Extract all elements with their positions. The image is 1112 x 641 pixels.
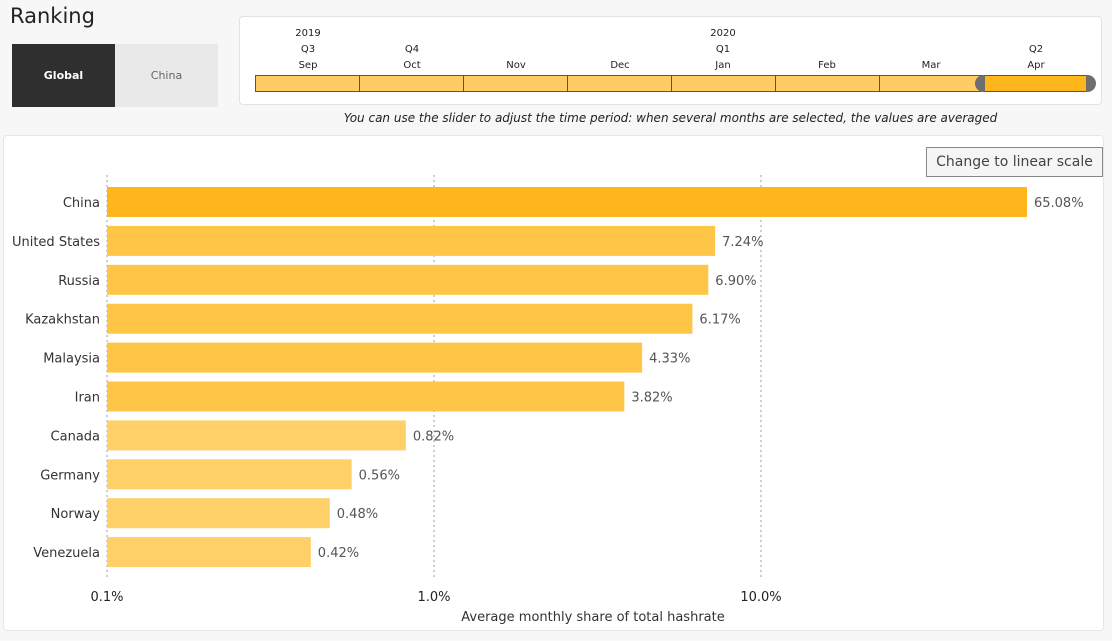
quarter-label: Q2 — [1028, 44, 1044, 55]
quarter-label: Q4 — [404, 44, 420, 55]
value-label: 4.33% — [649, 352, 690, 367]
bar — [107, 420, 406, 451]
value-label: 6.17% — [699, 313, 740, 328]
category-label: Russia — [58, 274, 100, 289]
month-label: Feb — [818, 60, 836, 71]
month-label: Apr — [1027, 60, 1045, 71]
month-cell-jan[interactable] — [672, 76, 776, 91]
month-cell-nov[interactable] — [464, 76, 568, 91]
category-label: Malaysia — [43, 352, 100, 367]
value-label: 65.08% — [1034, 196, 1084, 211]
value-label: 7.24% — [722, 235, 763, 250]
month-label: Nov — [506, 60, 526, 71]
month-label: Sep — [298, 60, 318, 71]
timeline-slider-track[interactable] — [255, 75, 1087, 92]
x-tick-label: 1.0% — [417, 590, 450, 605]
month-cell-feb[interactable] — [776, 76, 880, 91]
bar — [107, 537, 311, 568]
category-label: Germany — [40, 468, 100, 483]
bar — [107, 303, 693, 334]
quarter-label: Q3 — [300, 44, 316, 55]
category-label: United States — [12, 235, 100, 250]
category-label: Canada — [51, 429, 100, 444]
change-scale-button[interactable]: Change to linear scale — [926, 147, 1103, 177]
slider-handle-start[interactable] — [975, 75, 985, 92]
bar — [107, 381, 625, 412]
x-axis-title: Average monthly share of total hashrate — [461, 610, 724, 625]
bar — [107, 459, 352, 490]
time-slider-panel: 2019 2020 Q3 Q4 Q1 Q2 Sep Oct Nov Dec Ja… — [239, 16, 1102, 105]
bar — [107, 187, 1027, 217]
quarter-label: Q1 — [715, 44, 731, 55]
value-label: 0.42% — [318, 546, 359, 561]
value-label: 3.82% — [631, 391, 672, 406]
month-label: Jan — [715, 60, 731, 71]
year-label: 2019 — [295, 28, 321, 39]
month-cell-dec[interactable] — [568, 76, 672, 91]
slider-hint-text: You can use the slider to adjust the tim… — [343, 111, 998, 125]
x-tick-label: 0.1% — [90, 590, 123, 605]
value-label: 0.82% — [413, 429, 454, 444]
value-label: 6.90% — [715, 274, 756, 289]
bar — [107, 342, 643, 373]
category-label: Venezuela — [33, 546, 100, 561]
bar — [107, 498, 330, 529]
value-label: 0.56% — [359, 468, 400, 483]
china-toggle-button[interactable]: China — [115, 44, 218, 107]
slider-handle-end[interactable] — [1086, 75, 1096, 92]
bar — [107, 264, 709, 295]
category-label: Kazakhstan — [25, 313, 100, 328]
month-cell-apr[interactable] — [984, 76, 1086, 91]
month-cell-sep[interactable] — [256, 76, 360, 91]
category-label: China — [63, 196, 100, 211]
x-tick-label: 10.0% — [740, 590, 781, 605]
month-label: Oct — [403, 60, 421, 71]
year-label: 2020 — [710, 28, 736, 39]
month-label: Mar — [921, 60, 941, 71]
category-label: Norway — [51, 507, 101, 522]
category-label: Iran — [75, 391, 100, 406]
month-cell-oct[interactable] — [360, 76, 464, 91]
month-label: Dec — [610, 60, 630, 71]
bar — [107, 225, 716, 256]
page-title: Ranking — [10, 4, 95, 28]
global-toggle-button[interactable]: Global — [12, 44, 115, 107]
value-label: 0.48% — [337, 507, 378, 522]
